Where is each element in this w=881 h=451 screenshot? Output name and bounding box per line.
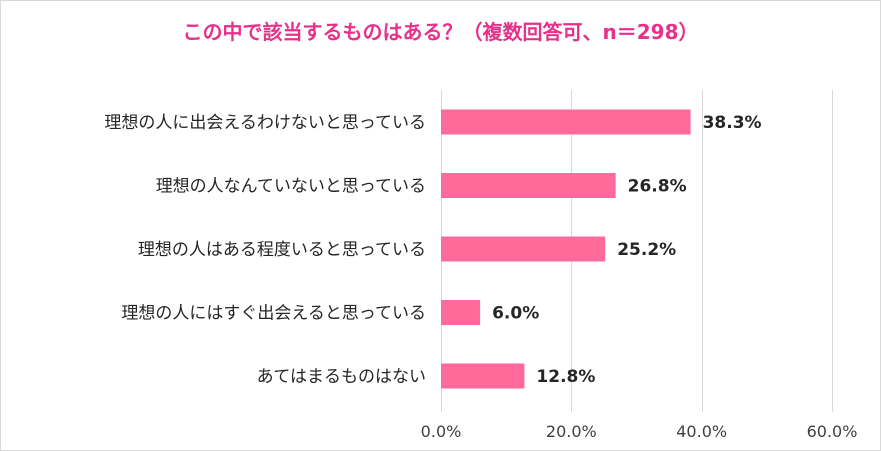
bar [441,236,606,262]
x-tick-labels: 0.0% 20.0% 40.0% 60.0% [421,422,858,441]
category-labels: 理想の人に出会えるわけないと思っている理想の人なんていないと思っている理想の人は… [104,113,426,387]
value-labels: 38.3% 26.8% 25.2% 6.0% 12.8% [492,113,761,387]
data-label: 38.3% [703,113,762,133]
x-tick-label: 0.0% [421,422,462,441]
data-label: 26.8% [628,177,687,197]
category-label: 理想の人なんていないと思っている [156,177,426,197]
bar [441,363,525,389]
data-label: 12.8% [536,367,595,387]
chart-title: この中で該当するものはある？（複数回答可、n＝298） [182,20,699,44]
category-label: 理想の人はある程度いると思っている [138,240,426,260]
x-tick-label: 20.0% [546,422,597,441]
category-label: 理想の人に出会えるわけないと思っている [104,113,426,133]
data-label: 25.2% [617,240,676,260]
bar [441,109,691,135]
data-label: 6.0% [492,304,539,324]
category-label: あてはまるものはない [257,367,426,387]
bars [441,109,691,389]
category-label: 理想の人にはすぐ出会えると思っている [121,304,426,324]
bar [441,173,616,198]
bar [441,300,481,325]
x-tick-label: 40.0% [676,422,727,441]
x-tick-label: 60.0% [807,422,858,441]
